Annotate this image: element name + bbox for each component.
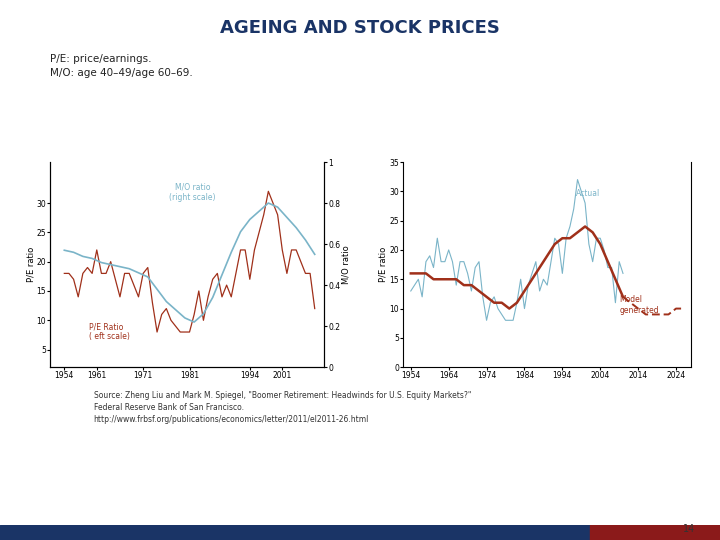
Bar <box>590 525 720 540</box>
Text: Actual: Actual <box>576 188 600 198</box>
Y-axis label: M/O ratio: M/O ratio <box>342 245 351 284</box>
Text: M/O ratio
(right scale): M/O ratio (right scale) <box>169 183 216 202</box>
Text: Model
generated: Model generated <box>619 295 659 315</box>
Text: 14: 14 <box>683 523 695 534</box>
Text: P/E Ratio
( eft scale): P/E Ratio ( eft scale) <box>89 322 130 341</box>
Y-axis label: P/E ratio: P/E ratio <box>26 247 35 282</box>
Text: Source: Zheng Liu and Mark M. Spiegel, "Boomer Retirement: Headwinds for U.S. Eq: Source: Zheng Liu and Mark M. Spiegel, "… <box>94 392 471 424</box>
Text: AGEING AND STOCK PRICES: AGEING AND STOCK PRICES <box>220 19 500 37</box>
Bar <box>0 525 590 540</box>
Text: M/O: age 40–49/age 60–69.: M/O: age 40–49/age 60–69. <box>50 68 193 78</box>
Text: P/E: price/earnings.: P/E: price/earnings. <box>50 54 152 64</box>
Y-axis label: P/E ratio: P/E ratio <box>379 247 388 282</box>
